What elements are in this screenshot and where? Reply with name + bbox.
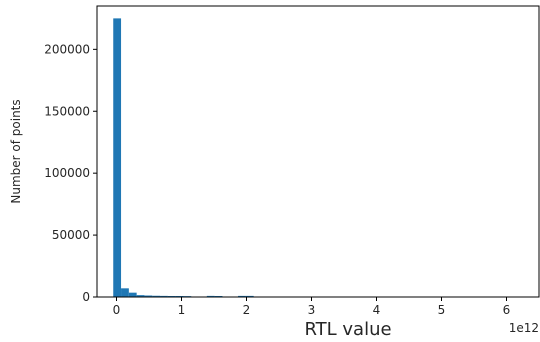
x-tick-label: 4 <box>373 303 381 317</box>
y-tick-label: 100000 <box>44 166 90 180</box>
histogram-bar <box>238 295 246 297</box>
histogram-bar <box>136 295 145 297</box>
x-tick-label: 5 <box>438 303 446 317</box>
x-tick-label: 0 <box>113 303 121 317</box>
histogram-bar <box>245 295 254 297</box>
y-tick-label: 50000 <box>52 228 90 242</box>
histogram-bar <box>144 295 153 297</box>
y-tick-label: 150000 <box>44 104 90 118</box>
x-axis-offset-label: 1e12 <box>509 321 539 335</box>
plot-frame <box>96 5 540 298</box>
histogram-bar <box>121 288 129 297</box>
histogram-bars <box>113 18 527 298</box>
y-tick-label: 0 <box>82 290 90 304</box>
x-axis-title: RTL value <box>304 319 391 340</box>
histogram-bar <box>128 292 137 297</box>
histogram-bar <box>160 295 168 297</box>
x-tick-label: 1 <box>178 303 186 317</box>
y-axis-title: Number of points <box>9 99 23 203</box>
histogram-bar <box>152 295 161 297</box>
histogram-bar <box>206 295 215 297</box>
y-tick-label: 200000 <box>44 42 90 56</box>
x-axis-ticks: 0 1 2 3 4 5 6 <box>113 297 511 317</box>
x-tick-label: 2 <box>243 303 251 317</box>
histogram-bar <box>113 18 122 298</box>
x-tick-label: 3 <box>308 303 316 317</box>
y-axis-ticks: 0 50000 100000 150000 200000 <box>44 42 97 304</box>
x-tick-label: 6 <box>503 303 511 317</box>
